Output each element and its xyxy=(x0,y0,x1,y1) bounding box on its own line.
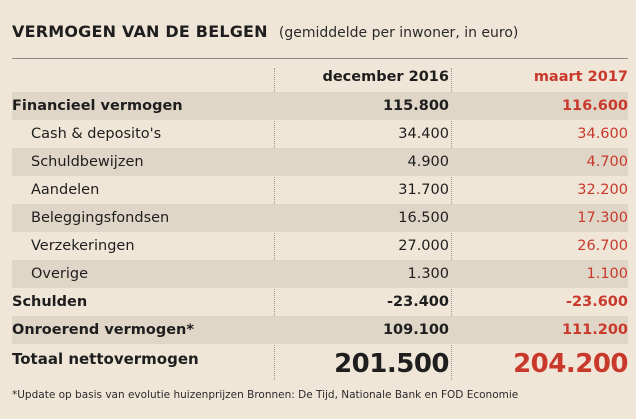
table-row-overige: Overige 1.300 1.100 xyxy=(12,260,628,288)
table-title: VERMOGEN VAN DE BELGEN (gemiddelde per i… xyxy=(12,22,518,41)
value-maart: 34.600 xyxy=(577,126,628,142)
header-row: december 2016 maart 2017 xyxy=(12,62,628,92)
value-december: 31.700 xyxy=(398,182,449,198)
row-label: Overige xyxy=(12,260,274,288)
table-row-aandelen: Aandelen 31.700 32.200 xyxy=(12,176,628,204)
table-row-beleggingsfondsen: Beleggingsfondsen 16.500 17.300 xyxy=(12,204,628,232)
row-label: Verzekeringen xyxy=(31,238,135,254)
row-label: Totaal nettovermogen xyxy=(12,350,199,368)
total-value-december: 201.500 xyxy=(334,349,449,379)
row-label: Financieel vermogen xyxy=(12,92,274,120)
footnote: *Update op basis van evolutie huizenprij… xyxy=(12,389,519,401)
value-december: 34.400 xyxy=(398,126,449,142)
wealth-table: december 2016 maart 2017 Financieel verm… xyxy=(12,62,629,384)
table-row-financieel-vermogen: Financieel vermogen 115.800 116.600 xyxy=(12,92,628,120)
value-december: 16.500 xyxy=(274,204,449,232)
table-row-schuldbewijzen: Schuldbewijzen 4.900 4.700 xyxy=(12,148,628,176)
table-row-verzekeringen: Verzekeringen 27.000 26.700 xyxy=(12,232,628,260)
row-label: Schuldbewijzen xyxy=(12,148,274,176)
header-maart-2017: maart 2017 xyxy=(533,69,628,85)
value-maart: 32.200 xyxy=(577,182,628,198)
row-label: Onroerend vermogen* xyxy=(12,316,274,344)
value-december: 27.000 xyxy=(398,238,449,254)
header-label-cell xyxy=(12,62,274,92)
title-main: VERMOGEN VAN DE BELGEN xyxy=(12,22,268,41)
row-label: Aandelen xyxy=(31,182,100,198)
value-maart: 4.700 xyxy=(449,148,628,176)
value-december: 115.800 xyxy=(274,92,449,120)
value-maart: 111.200 xyxy=(449,316,628,344)
total-value-maart: 204.200 xyxy=(513,349,628,379)
value-maart: 116.600 xyxy=(449,92,628,120)
table-row-cash-deposito: Cash & deposito's 34.400 34.600 xyxy=(12,120,628,148)
row-label: Schulden xyxy=(12,294,88,310)
top-divider xyxy=(12,58,628,59)
value-december: 4.900 xyxy=(274,148,449,176)
table-row-schulden: Schulden -23.400 -23.600 xyxy=(12,288,628,316)
table-row-totaal-nettovermogen: Totaal nettovermogen 201.500 204.200 xyxy=(12,344,629,384)
value-december: -23.400 xyxy=(387,294,449,310)
value-maart: -23.600 xyxy=(566,294,628,310)
value-december: 1.300 xyxy=(274,260,449,288)
header-december-2016: december 2016 xyxy=(322,69,449,85)
value-maart: 26.700 xyxy=(577,238,628,254)
row-label: Cash & deposito's xyxy=(31,126,162,142)
value-maart: 17.300 xyxy=(449,204,628,232)
value-maart: 1.100 xyxy=(449,260,628,288)
value-december: 109.100 xyxy=(274,316,449,344)
table-row-onroerend-vermogen: Onroerend vermogen* 109.100 111.200 xyxy=(12,316,628,344)
title-subtitle: (gemiddelde per inwoner, in euro) xyxy=(278,25,519,41)
row-label: Beleggingsfondsen xyxy=(12,204,274,232)
